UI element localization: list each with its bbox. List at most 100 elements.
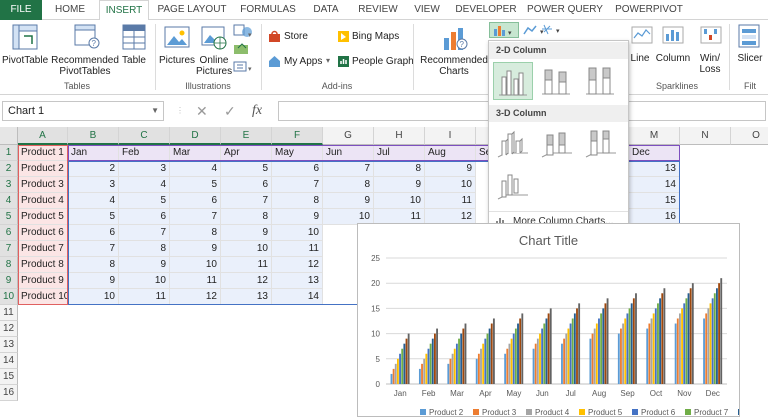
column-sparkline-icon[interactable] bbox=[662, 24, 684, 46]
column-header[interactable]: H bbox=[374, 127, 425, 145]
worksheet-grid[interactable]: ABCDEFGHIJKLMNO12345678910111213141516Pr… bbox=[0, 127, 768, 417]
cell[interactable]: 8 bbox=[272, 193, 323, 209]
cell[interactable]: 13 bbox=[221, 289, 272, 305]
tab-file[interactable]: FILE bbox=[0, 0, 42, 20]
pictures-icon[interactable] bbox=[164, 24, 190, 50]
enter-icon[interactable]: ✓ bbox=[224, 103, 236, 119]
cell[interactable]: 8 bbox=[374, 161, 425, 177]
row-header[interactable]: 5 bbox=[0, 209, 18, 225]
cell[interactable]: 3 bbox=[119, 161, 170, 177]
cell[interactable]: 5 bbox=[221, 161, 272, 177]
clustered-column-option[interactable] bbox=[493, 62, 533, 100]
cancel-icon[interactable]: ✕ bbox=[196, 103, 208, 119]
row-header[interactable]: 9 bbox=[0, 273, 18, 289]
cell[interactable]: 7 bbox=[119, 225, 170, 241]
cell[interactable]: Jul bbox=[374, 145, 425, 161]
cell[interactable]: 8 bbox=[170, 225, 221, 241]
name-box[interactable]: Chart 1 ▼ bbox=[2, 101, 164, 121]
cell[interactable]: 8 bbox=[68, 257, 119, 273]
cell[interactable]: 11 bbox=[221, 257, 272, 273]
cell[interactable]: 7 bbox=[170, 209, 221, 225]
cell[interactable]: 5 bbox=[170, 177, 221, 193]
cell[interactable]: 10 bbox=[170, 257, 221, 273]
cell[interactable]: Product 2 bbox=[18, 161, 68, 177]
cell[interactable]: 10 bbox=[221, 241, 272, 257]
column-header[interactable]: D bbox=[170, 127, 221, 145]
row-header[interactable]: 11 bbox=[0, 305, 18, 321]
tab-power-query[interactable]: POWER QUERY bbox=[527, 4, 603, 15]
tab-formulas[interactable]: FORMULAS bbox=[240, 4, 296, 15]
cell[interactable]: 5 bbox=[68, 209, 119, 225]
tab-review[interactable]: REVIEW bbox=[358, 4, 398, 15]
cell[interactable]: 6 bbox=[221, 177, 272, 193]
cell[interactable]: 11 bbox=[170, 273, 221, 289]
column-header[interactable]: I bbox=[425, 127, 476, 145]
cell[interactable]: Jun bbox=[323, 145, 374, 161]
tab-data[interactable]: DATA bbox=[313, 4, 339, 15]
column-header[interactable]: M bbox=[629, 127, 680, 145]
row-header[interactable]: 13 bbox=[0, 337, 18, 353]
cell[interactable]: 4 bbox=[119, 177, 170, 193]
cell[interactable]: Product 6 bbox=[18, 225, 68, 241]
slicer-icon[interactable] bbox=[738, 24, 760, 48]
cell[interactable]: 3 bbox=[68, 177, 119, 193]
3d-100-stacked-column-option[interactable] bbox=[581, 125, 621, 163]
hierarchy-chart-icon[interactable]: ▾ bbox=[522, 24, 548, 37]
column-header[interactable]: E bbox=[221, 127, 272, 145]
column-header[interactable]: N bbox=[680, 127, 731, 145]
pictures-button[interactable]: Pictures bbox=[158, 55, 196, 66]
cell[interactable]: 11 bbox=[272, 241, 323, 257]
column-header[interactable]: O bbox=[731, 127, 768, 145]
cell[interactable]: 11 bbox=[425, 193, 476, 209]
cell[interactable]: 9 bbox=[425, 161, 476, 177]
cell[interactable]: 7 bbox=[323, 161, 374, 177]
cell[interactable]: 9 bbox=[323, 193, 374, 209]
chevron-down-icon[interactable]: ▼ bbox=[151, 106, 159, 115]
pivottable-icon[interactable] bbox=[12, 24, 38, 50]
cell[interactable]: 2 bbox=[68, 161, 119, 177]
recommended-pivottables-icon[interactable]: ? bbox=[74, 24, 100, 50]
3d-clustered-column-option[interactable] bbox=[493, 125, 533, 163]
column-sparkline-button[interactable]: Column bbox=[655, 53, 691, 64]
cell[interactable]: 10 bbox=[323, 209, 374, 225]
cell[interactable]: Aug bbox=[425, 145, 476, 161]
row-header[interactable]: 3 bbox=[0, 177, 18, 193]
cell[interactable]: 7 bbox=[272, 177, 323, 193]
tab-home[interactable]: HOME bbox=[55, 4, 85, 15]
row-header[interactable]: 8 bbox=[0, 257, 18, 273]
pivottable-button[interactable]: PivotTable bbox=[2, 55, 49, 66]
cell[interactable]: 8 bbox=[221, 209, 272, 225]
cell[interactable]: 9 bbox=[170, 241, 221, 257]
cell[interactable]: 4 bbox=[68, 193, 119, 209]
column-header[interactable]: B bbox=[68, 127, 119, 145]
row-header[interactable]: 10 bbox=[0, 289, 18, 305]
cell[interactable]: 10 bbox=[374, 193, 425, 209]
column-header[interactable]: F bbox=[272, 127, 323, 145]
cell[interactable]: 9 bbox=[221, 225, 272, 241]
smartart-icon[interactable] bbox=[233, 42, 255, 56]
cell[interactable]: 14 bbox=[272, 289, 323, 305]
cell[interactable]: 10 bbox=[272, 225, 323, 241]
cell[interactable]: 7 bbox=[221, 193, 272, 209]
cell[interactable]: Mar bbox=[170, 145, 221, 161]
cell[interactable]: Product 3 bbox=[18, 177, 68, 193]
win-loss-sparkline-button[interactable]: Win/ Loss bbox=[694, 53, 726, 75]
cell[interactable]: 14 bbox=[629, 177, 680, 193]
cell[interactable]: 13 bbox=[629, 161, 680, 177]
online-pictures-button[interactable]: Online Pictures bbox=[196, 55, 232, 77]
cell[interactable]: 9 bbox=[374, 177, 425, 193]
cell[interactable]: Product 10 bbox=[18, 289, 68, 305]
row-header[interactable]: 2 bbox=[0, 161, 18, 177]
cell[interactable]: 6 bbox=[170, 193, 221, 209]
cell[interactable]: Apr bbox=[221, 145, 272, 161]
tab-insert[interactable]: INSERT bbox=[99, 0, 149, 21]
cell[interactable]: Product 1 bbox=[18, 145, 68, 161]
embedded-chart[interactable]: Chart Title 0 5 10 15 20 25 Jan Feb Mar Apr May Jun J… bbox=[357, 223, 768, 417]
cell[interactable]: Product 4 bbox=[18, 193, 68, 209]
win-loss-sparkline-icon[interactable] bbox=[700, 24, 722, 46]
100-stacked-column-option[interactable] bbox=[581, 62, 621, 100]
row-header[interactable]: 7 bbox=[0, 241, 18, 257]
insert-function-icon[interactable]: fx bbox=[252, 103, 263, 118]
cell[interactable]: 7 bbox=[68, 241, 119, 257]
cell[interactable]: 6 bbox=[119, 209, 170, 225]
